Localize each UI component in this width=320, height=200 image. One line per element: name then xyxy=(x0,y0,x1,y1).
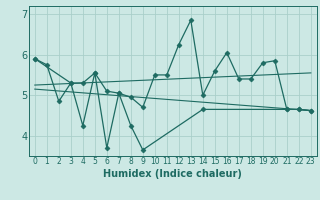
X-axis label: Humidex (Indice chaleur): Humidex (Indice chaleur) xyxy=(103,169,242,179)
